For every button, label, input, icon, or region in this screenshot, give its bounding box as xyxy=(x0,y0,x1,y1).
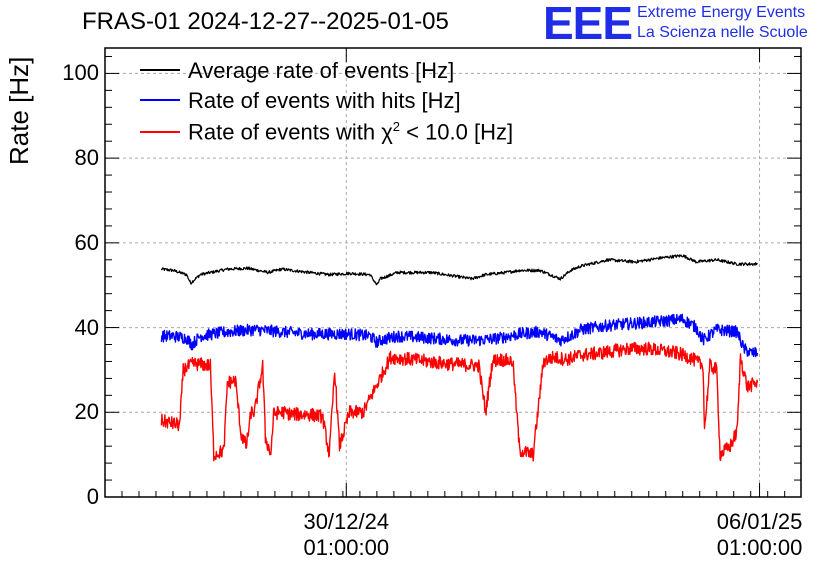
y-tick-label: 100 xyxy=(62,60,99,86)
legend-label-hits: Rate of events with hits [Hz] xyxy=(188,88,461,113)
plot-frame xyxy=(104,47,802,498)
legend-swatch-average xyxy=(140,69,180,72)
logo-line-1: Extreme Energy Events xyxy=(637,4,806,21)
series-lines xyxy=(160,254,759,462)
x-tick-label: 06/01/25 01:00:00 xyxy=(690,509,830,561)
y-axis-label: Rate [Hz] xyxy=(4,56,34,165)
x-tick-date: 06/01/25 xyxy=(716,509,803,534)
legend-swatch-hits xyxy=(140,99,180,102)
y-tick-label: 60 xyxy=(74,229,99,255)
series-line-average xyxy=(160,254,758,286)
series-line-chi2 xyxy=(160,341,759,462)
x-tick-time: 01:00:00 xyxy=(303,535,390,560)
y-tick-label: 20 xyxy=(74,399,99,425)
logo-line-2: La Scienza nelle Scuole xyxy=(637,24,808,41)
axis-ticks xyxy=(105,48,801,498)
legend-label-chi2-sup: 2 xyxy=(392,119,400,134)
eee-logo: EEE xyxy=(543,0,633,49)
y-tick-label: 80 xyxy=(74,145,99,171)
x-tick-time: 01:00:00 xyxy=(716,535,803,560)
legend-label-chi2: Rate of events with χ xyxy=(188,119,393,145)
y-tick-label: 0 xyxy=(86,484,99,509)
x-tick-date: 30/12/24 xyxy=(303,509,390,534)
legend-label-chi2-suffix: < 10.0 [Hz] xyxy=(400,119,514,145)
legend-item-chi2: Rate of events with χ2 < 10.0 [Hz] xyxy=(140,119,513,145)
x-tick-label: 30/12/24 01:00:00 xyxy=(276,509,416,561)
series-line-hits xyxy=(160,313,759,358)
y-tick-label: 40 xyxy=(74,314,99,340)
chart-title: FRAS-01 2024-12-27--2025-01-05 xyxy=(82,8,449,35)
legend-item-average: Average rate of events [Hz] xyxy=(140,58,454,84)
legend-item-hits: Rate of events with hits [Hz] xyxy=(140,88,461,114)
legend-swatch-chi2 xyxy=(140,130,180,133)
legend-label-average: Average rate of events [Hz] xyxy=(188,58,455,83)
